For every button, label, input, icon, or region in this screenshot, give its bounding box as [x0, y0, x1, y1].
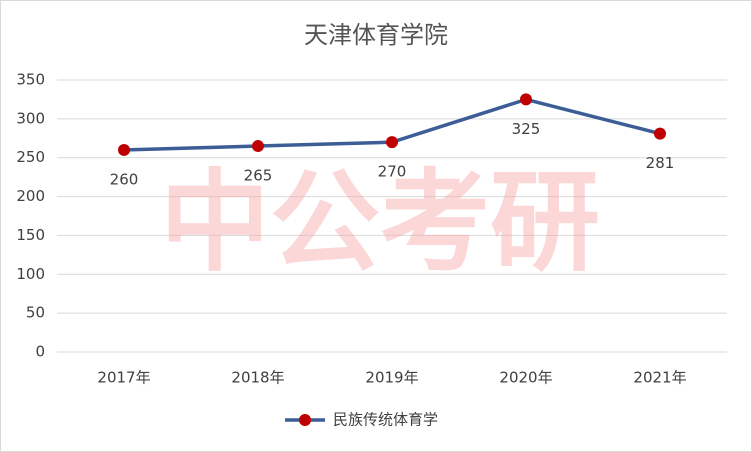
- x-tick-label: 2018年: [231, 369, 284, 387]
- marker: [654, 127, 666, 140]
- y-tick-label: 350: [16, 71, 45, 89]
- data-label: 260: [110, 170, 139, 188]
- x-tick-label: 2017年: [97, 369, 150, 387]
- watermark: 中公考研: [160, 158, 600, 286]
- marker: [386, 136, 398, 149]
- chart-title: 天津体育学院: [304, 21, 448, 49]
- x-tick-label: 2019年: [365, 369, 418, 387]
- data-label: 265: [244, 167, 273, 185]
- x-tick-label: 2021年: [633, 369, 686, 387]
- data-label: 281: [646, 154, 675, 172]
- legend-marker: [299, 414, 311, 426]
- marker: [252, 140, 264, 153]
- x-tick-label: 2020年: [499, 369, 552, 387]
- marker: [118, 143, 130, 156]
- y-tick-label: 200: [16, 187, 45, 205]
- y-tick-label: 250: [16, 148, 45, 166]
- y-tick-label: 150: [16, 226, 45, 244]
- marker: [520, 93, 532, 106]
- y-tick-label: 50: [26, 304, 45, 322]
- y-tick-label: 100: [16, 265, 45, 283]
- grid: [57, 79, 727, 353]
- data-label: 270: [378, 163, 407, 181]
- data-label: 325: [512, 120, 541, 138]
- y-tick-label: 0: [35, 343, 45, 361]
- y-tick-label: 300: [16, 109, 45, 127]
- legend-label: 民族传统体育学: [333, 411, 438, 429]
